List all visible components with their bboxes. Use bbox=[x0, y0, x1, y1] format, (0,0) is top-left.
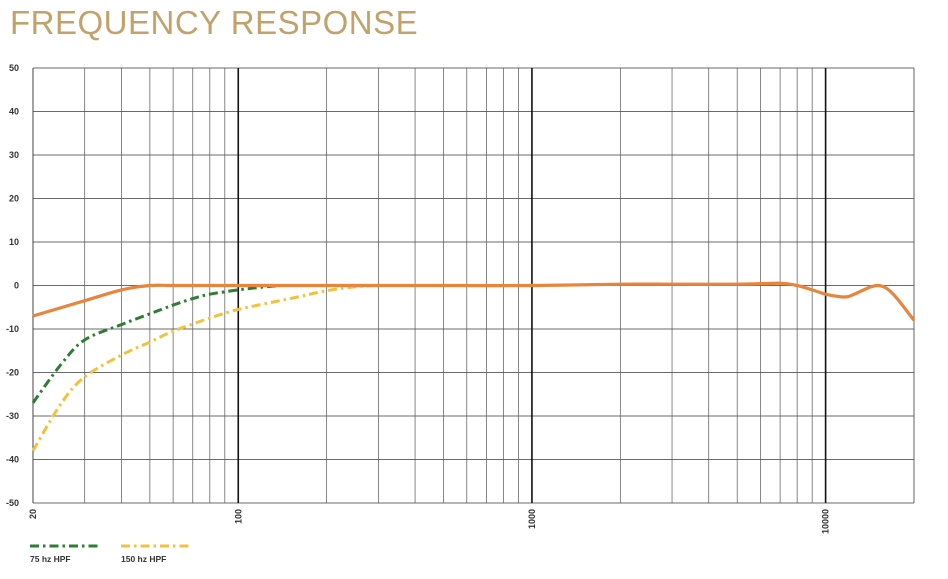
legend: 75 hz HPF 150 hz HPF bbox=[30, 544, 191, 564]
y-tick-label: 30 bbox=[9, 150, 19, 160]
y-tick-label: 10 bbox=[9, 237, 19, 247]
75-hz-hpf-line bbox=[31, 284, 282, 404]
legend-label: 150 hz HPF bbox=[121, 554, 166, 564]
y-tick-label: 50 bbox=[9, 63, 19, 73]
y-tick-label: -40 bbox=[6, 455, 19, 465]
150-hz-hpf-line bbox=[31, 284, 379, 452]
x-tick-label: 20 bbox=[28, 509, 38, 519]
frequency-response-line bbox=[32, 281, 916, 322]
y-tick-label: -30 bbox=[6, 411, 19, 421]
series-lines bbox=[31, 281, 916, 452]
chart-title: FREQUENCY RESPONSE bbox=[10, 4, 419, 41]
grid bbox=[32, 67, 915, 504]
y-tick-label: 20 bbox=[9, 194, 19, 204]
legend-label: 75 hz HPF bbox=[30, 554, 71, 564]
y-tick-label: 0 bbox=[14, 281, 19, 291]
y-tick-label: -50 bbox=[6, 498, 19, 508]
y-tick-label: -10 bbox=[6, 324, 19, 334]
x-tick-label: 10000 bbox=[821, 509, 831, 534]
y-tick-label: 40 bbox=[9, 107, 19, 117]
x-tick-label: 100 bbox=[233, 509, 243, 524]
y-tick-label: -20 bbox=[6, 368, 19, 378]
x-tick-label: 1000 bbox=[527, 509, 537, 529]
